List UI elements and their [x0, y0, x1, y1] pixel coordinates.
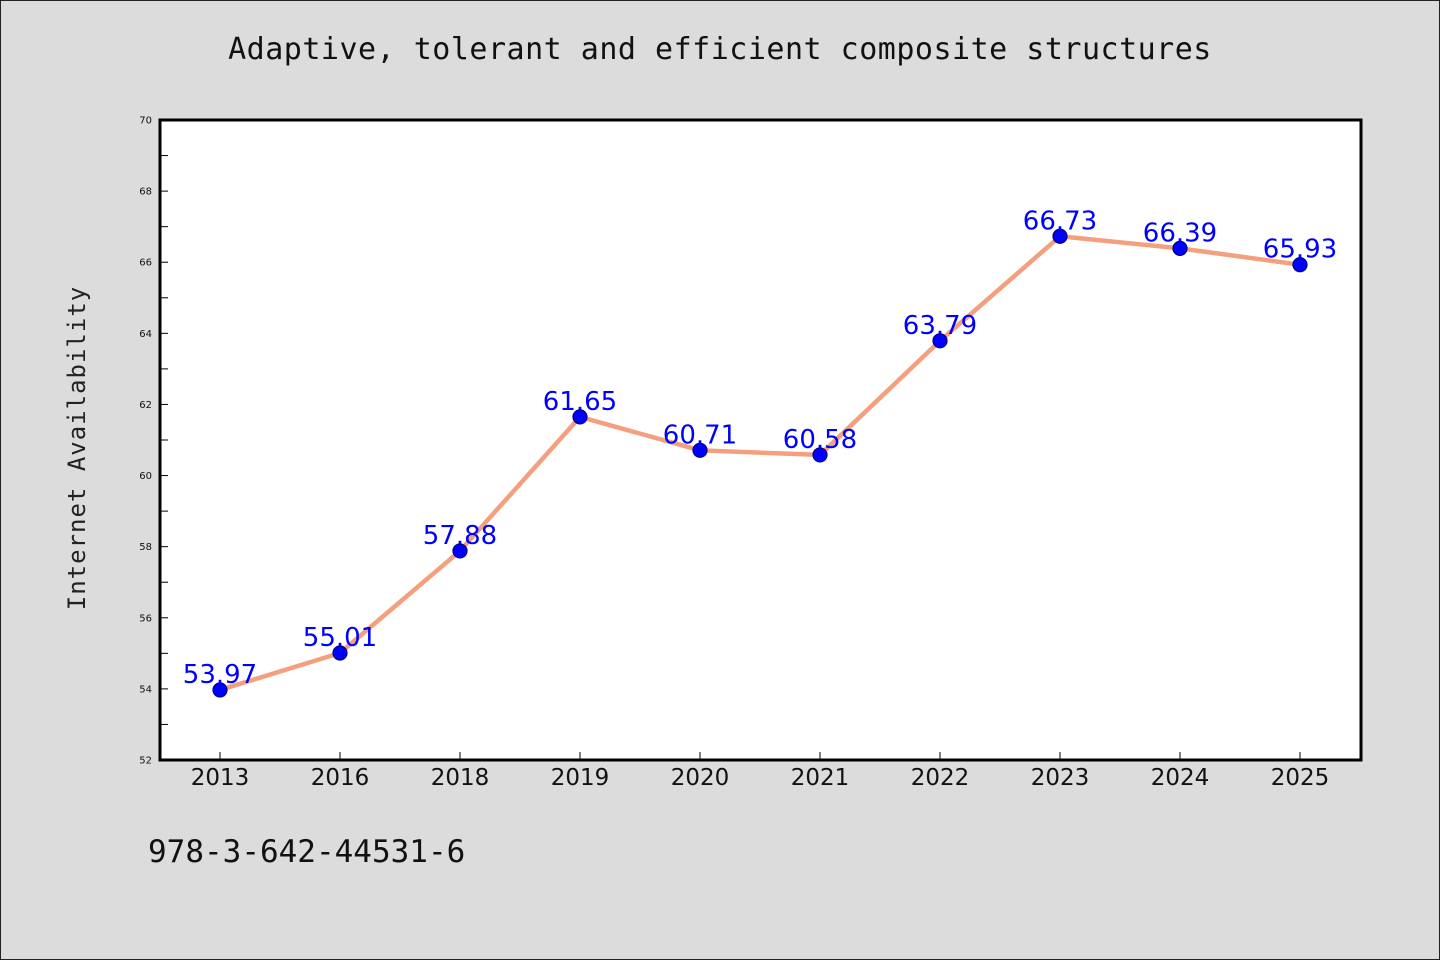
data-point [692, 442, 708, 458]
data-label: 60.58 [783, 425, 857, 455]
y-tick-label: 68 [139, 187, 152, 198]
series-line [217, 234, 1303, 693]
y-tick-label: 58 [139, 542, 152, 553]
x-tick-label: 2022 [911, 765, 970, 791]
x-tick-label: 2024 [1151, 765, 1210, 791]
x-tick-label: 2021 [791, 765, 850, 791]
x-axis: 2013 2016 2018 2019 2020 2021 2022 2023 2024 2025 [191, 752, 1330, 791]
y-tick-label: 60 [139, 471, 152, 482]
data-point [212, 682, 228, 698]
y-tick-label: 62 [139, 400, 152, 411]
data-point [572, 409, 588, 425]
y-tick-label: 52 [139, 756, 152, 767]
y-axis: 52 54 56 58 60 62 64 66 68 70 [139, 116, 168, 767]
y-tick-label: 56 [139, 613, 152, 624]
chart-title: Adaptive, tolerant and efficient composi… [228, 32, 1212, 67]
data-label: 60.71 [663, 420, 737, 450]
data-point [812, 447, 828, 463]
data-point [332, 645, 348, 661]
y-tick-label: 70 [139, 116, 152, 127]
data-label: 66.39 [1143, 218, 1217, 248]
x-tick-label: 2013 [191, 765, 250, 791]
x-tick-label: 2020 [671, 765, 730, 791]
data-label: 65.93 [1263, 235, 1337, 265]
data-label: 55.01 [303, 623, 377, 653]
data-label-layer: 53.97 55.01 57.88 61.65 60.71 60.58 63.79 66.73… [183, 206, 1337, 690]
plot-area [158, 118, 1363, 762]
data-point [452, 543, 468, 559]
x-tick-label: 2016 [311, 765, 370, 791]
x-tick-label: 2018 [431, 765, 490, 791]
data-point [1172, 240, 1188, 256]
data-label: 66.73 [1023, 206, 1097, 236]
y-tick-label: 64 [139, 329, 152, 340]
x-tick-label: 2025 [1271, 765, 1330, 791]
isbn-code: 978-3-642-44531-6 [148, 834, 466, 870]
y-tick-label: 66 [139, 258, 152, 269]
data-label: 53.97 [183, 660, 257, 690]
series-layer [212, 228, 1308, 698]
data-point [1292, 257, 1308, 273]
data-point [932, 333, 948, 349]
data-label: 61.65 [543, 387, 617, 417]
y-axis-title: Internet Availability [63, 286, 91, 610]
data-point [1052, 228, 1068, 244]
x-tick-label: 2019 [551, 765, 610, 791]
data-label: 57.88 [423, 521, 497, 551]
x-tick-label: 2023 [1031, 765, 1090, 791]
y-tick-label: 54 [139, 684, 152, 695]
data-label: 63.79 [903, 311, 977, 341]
